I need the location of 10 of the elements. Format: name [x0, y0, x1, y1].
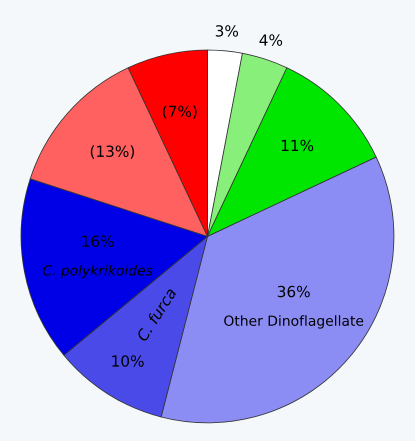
data-label: 16% [82, 235, 114, 247]
data-label: 11% [282, 140, 314, 152]
slice-label: Other Dinoflagellate [224, 315, 364, 329]
slice-label: C. polykrikoides [42, 264, 153, 278]
data-label: 36% [278, 286, 310, 298]
data-label: (7%) [163, 105, 197, 119]
data-label: 10% [112, 355, 144, 367]
data-label: 3% [216, 25, 238, 37]
data-label: 4% [259, 34, 282, 46]
data-label: (13%) [90, 145, 134, 159]
